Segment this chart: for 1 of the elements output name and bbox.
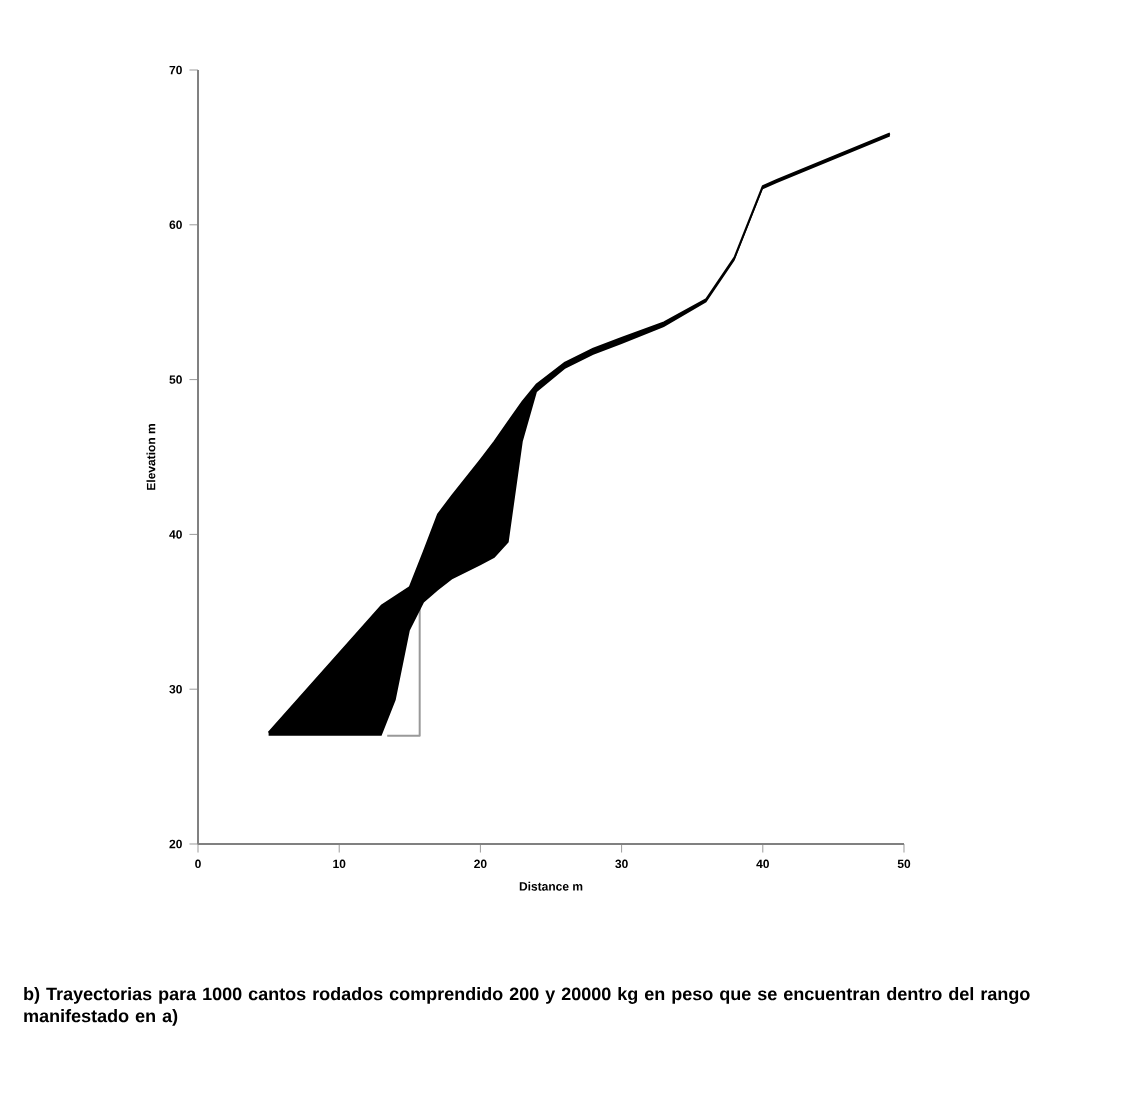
text: b) Trayectorias para 1000 cantos rodados comprendido 200 y 20000 kg en peso que se encuentran dentro del rango manifestado en a) <box>24 987 1030 1026</box>
